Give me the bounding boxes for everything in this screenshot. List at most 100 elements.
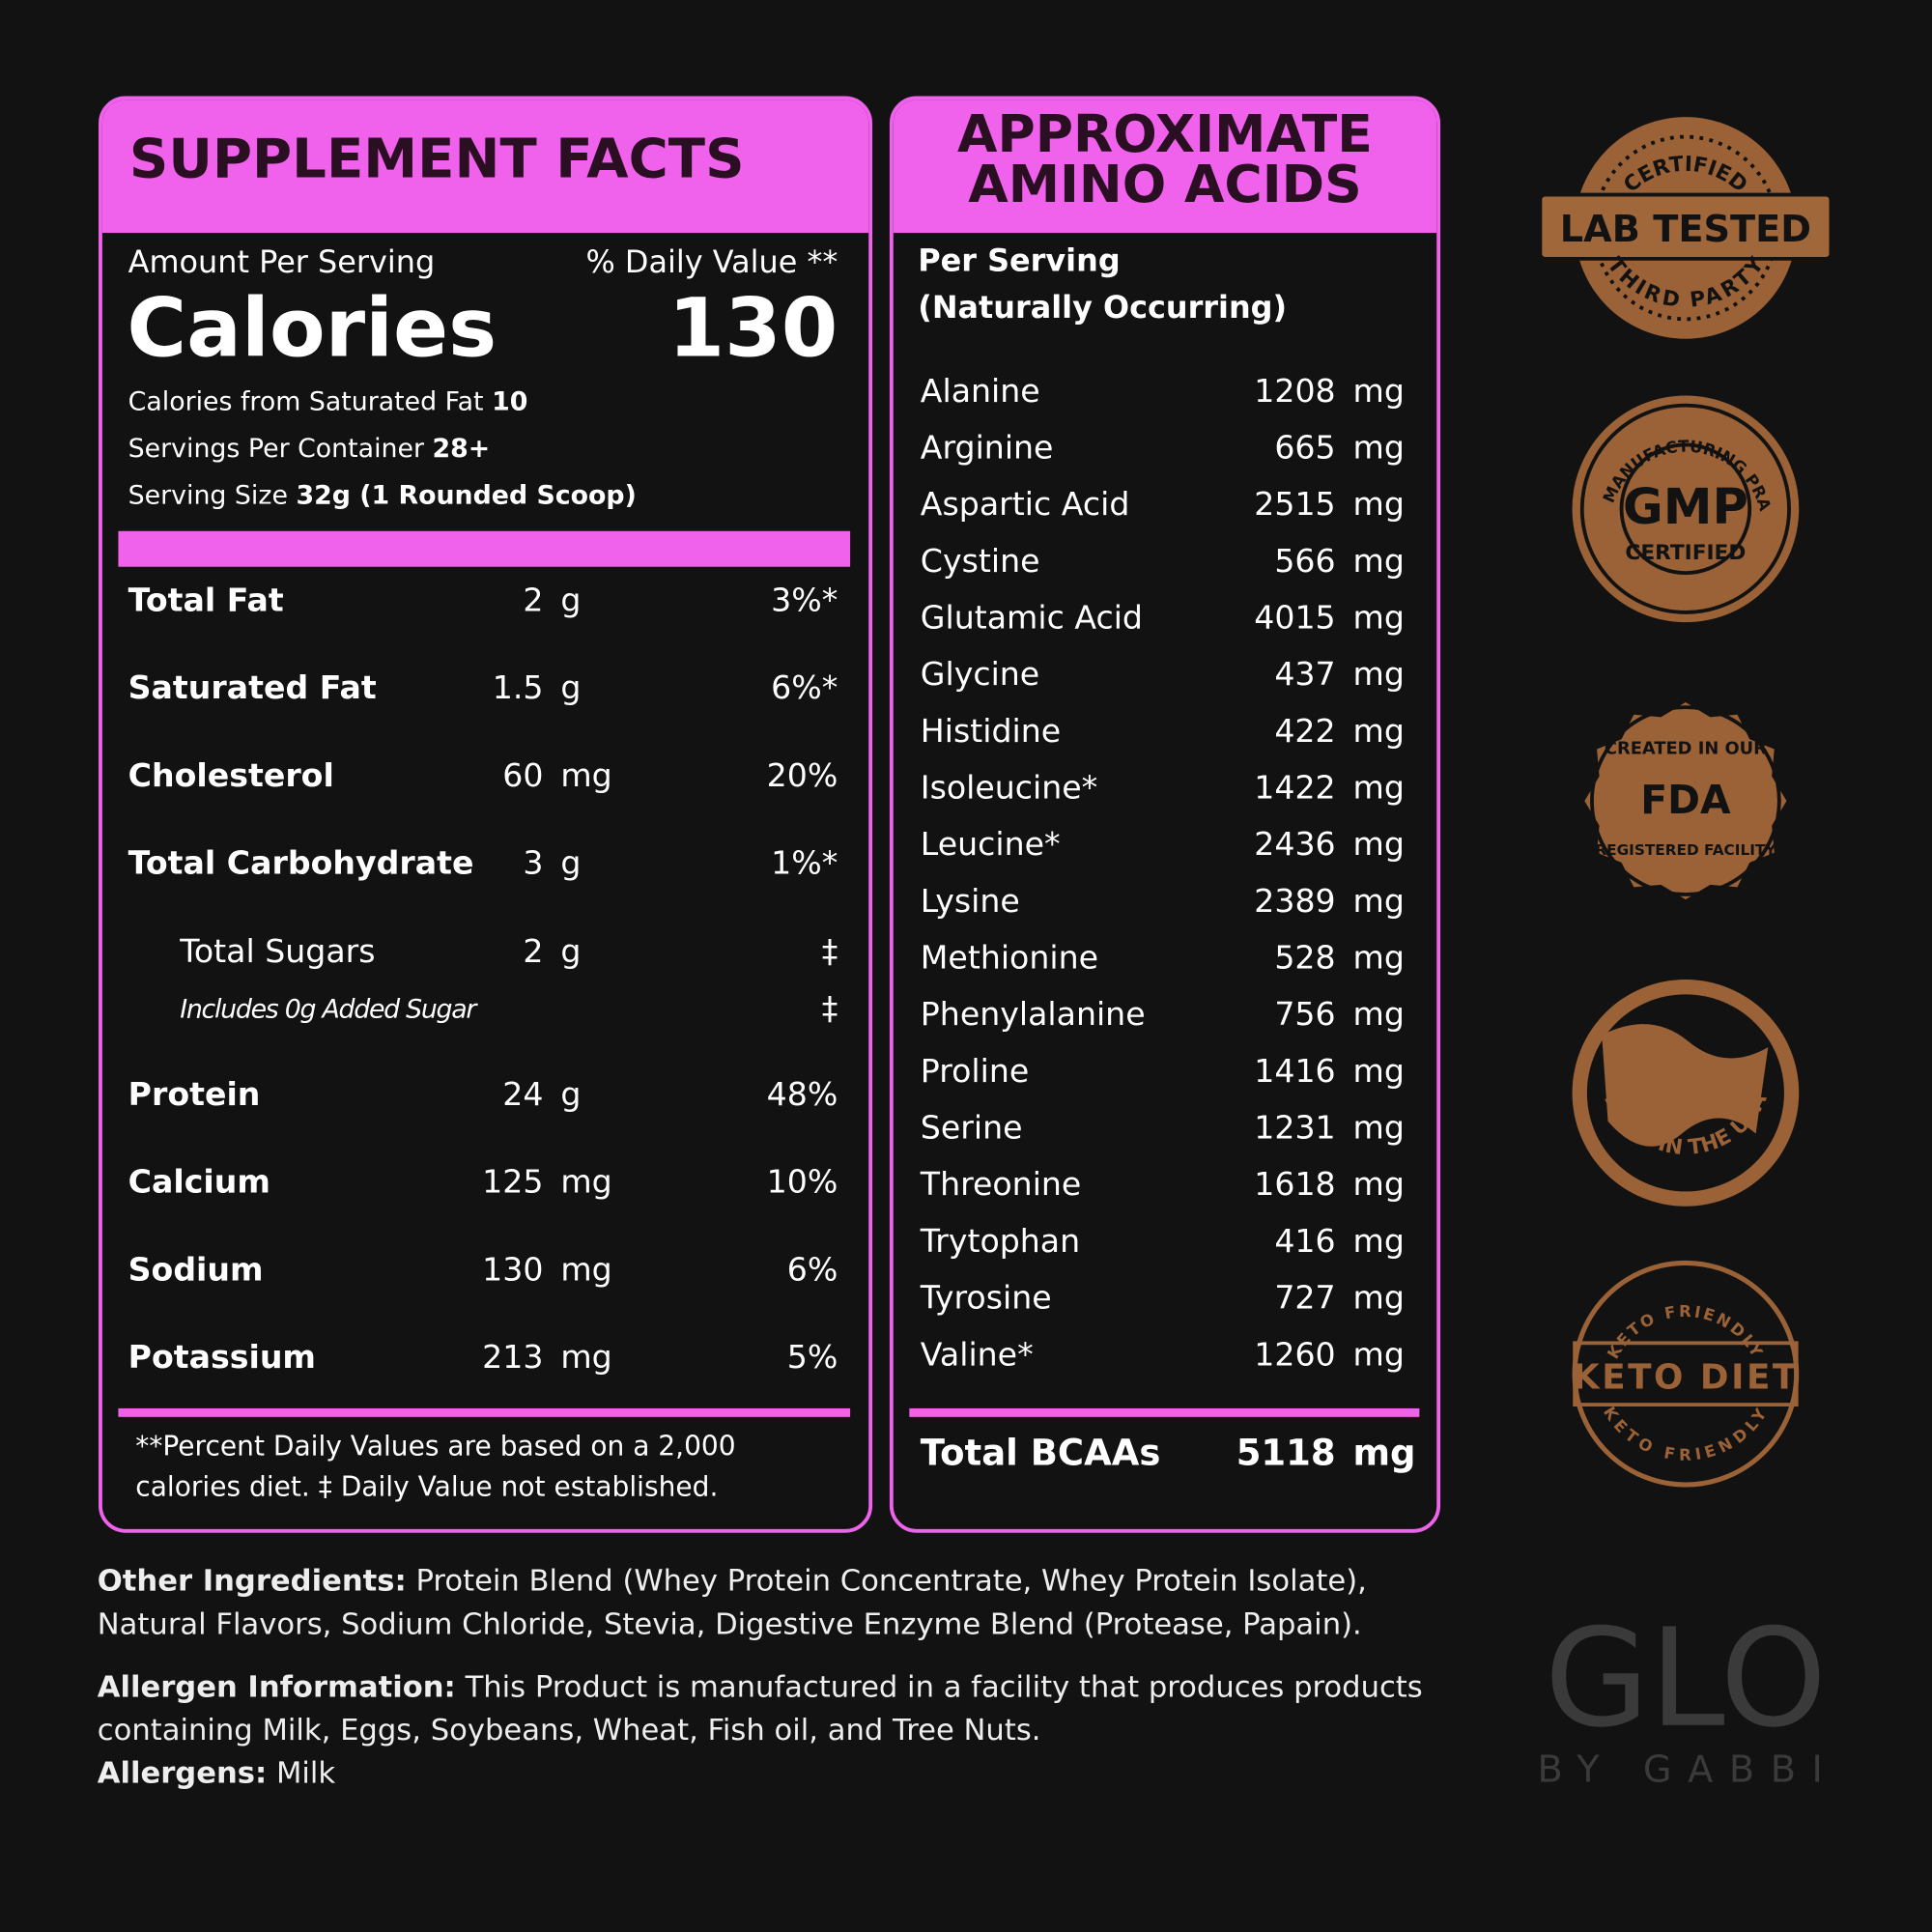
- acid-unit: mg: [1352, 940, 1405, 978]
- footnote: **Percent Daily Values are based on a 2,…: [135, 1432, 736, 1504]
- label: Allergen Information:: [97, 1669, 456, 1705]
- acid-name: Phenylalanine: [920, 996, 1146, 1035]
- acid-amount: 1260: [1254, 1336, 1336, 1375]
- badge-seal: [1584, 702, 1787, 900]
- panel-header: [893, 99, 1437, 234]
- acid-name: Methionine: [920, 940, 1099, 978]
- acid-unit: mg: [1352, 543, 1405, 581]
- amino-panel: [889, 96, 1441, 1533]
- acid-name: Alanine: [920, 373, 1040, 411]
- acid-amount: 528: [1274, 940, 1336, 978]
- acid-amount: 1618: [1254, 1166, 1336, 1205]
- nutrient-daily-value: 3%*: [771, 582, 838, 620]
- nutrient-name: Cholesterol: [128, 757, 334, 795]
- nutrient-unit: mg: [560, 1164, 612, 1202]
- nutrient-amount: 3: [523, 844, 544, 883]
- acid-name: Trytophan: [920, 1223, 1081, 1261]
- total-name: Total BCAAs: [920, 1432, 1161, 1474]
- acid-amount: 437: [1274, 656, 1336, 695]
- nutrient-unit: mg: [560, 1251, 612, 1290]
- nutrient-unit: g: [560, 933, 582, 972]
- acid-unit: mg: [1352, 1223, 1405, 1261]
- logo-name: GLO: [1545, 1601, 1827, 1758]
- acid-unit: mg: [1352, 1280, 1405, 1318]
- badge-lab-tested: LAB TESTED CERTIFIED THIRD PARTY: [1538, 117, 1833, 339]
- nutrient-daily-value: 5%: [786, 1339, 838, 1377]
- nutrient-name: Total Sugars: [180, 933, 376, 972]
- acid-amount: 665: [1274, 430, 1336, 468]
- allergen-information: Allergen Information: This Product is ma…: [98, 1665, 1453, 1795]
- acid-name: Glycine: [920, 656, 1040, 695]
- detail-row: Serving Size 32g (1 Rounded Scoop): [128, 480, 637, 510]
- acid-name: Aspartic Acid: [920, 486, 1130, 525]
- nutrient-unit: mg: [560, 757, 612, 795]
- acid-amount: 2515: [1254, 486, 1336, 525]
- logo-tagline: BY GABBI: [1537, 1747, 1838, 1791]
- divider-line: [909, 1407, 1420, 1417]
- acid-amount: 727: [1274, 1280, 1336, 1318]
- acid-name: Serine: [920, 1110, 1023, 1148]
- detail-label: Servings Per Container: [128, 433, 424, 464]
- acid-unit: mg: [1352, 656, 1405, 695]
- acid-unit: mg: [1352, 1336, 1405, 1375]
- acid-name: Isoleucine*: [920, 770, 1098, 808]
- calories-value: 130: [668, 280, 838, 377]
- badge-line: [1619, 442, 1752, 576]
- acid-amount: 2436: [1254, 826, 1336, 865]
- acid-amount: 1416: [1254, 1053, 1336, 1091]
- nutrient-amount: 1.5: [492, 669, 544, 708]
- nutrient-amount: 24: [502, 1076, 544, 1115]
- nutrient-daily-value: 20%: [766, 757, 838, 795]
- amino-title: APPROXIMATE AMINO ACIDS: [890, 108, 1440, 211]
- amount-per-serving: Amount Per Serving: [128, 243, 436, 280]
- total-amount: 5118: [1236, 1432, 1336, 1474]
- acid-unit: mg: [1352, 600, 1405, 638]
- badge-main: KETO DIET: [1573, 1357, 1799, 1397]
- nutrient-amount: 2: [523, 582, 544, 620]
- badge-fda: CREATED IN OUR FDA REGISTERED FACILITY: [1584, 702, 1787, 900]
- acid-amount: 756: [1274, 996, 1336, 1035]
- supplement-panel: [99, 96, 873, 1533]
- flag: [1602, 1024, 1769, 1147]
- text: Milk: [275, 1755, 336, 1791]
- label: Allergens:: [97, 1755, 268, 1791]
- acid-name: Cystine: [920, 543, 1040, 581]
- divider-bar: [118, 530, 851, 567]
- badge-ring: [1572, 395, 1800, 623]
- nutrient-unit: mg: [560, 1339, 612, 1377]
- detail-value: 32g (1 Rounded Scoop): [296, 480, 637, 511]
- acid-name: Tyrosine: [920, 1280, 1052, 1318]
- badge-main: FDA: [1640, 777, 1731, 823]
- nutrient-name: Protein: [128, 1076, 261, 1115]
- acid-amount: 566: [1274, 543, 1336, 581]
- acid-amount: 1231: [1254, 1110, 1336, 1148]
- acid-unit: mg: [1352, 996, 1405, 1035]
- acid-amount: 4015: [1254, 600, 1336, 638]
- nutrient-name: Saturated Fat: [128, 669, 377, 708]
- nutrient-daily-value: ‡: [821, 990, 838, 1028]
- acid-unit: mg: [1352, 486, 1405, 525]
- nutrient-unit: g: [560, 844, 582, 883]
- acid-unit: mg: [1352, 430, 1405, 468]
- acid-name: Leucine*: [920, 826, 1061, 865]
- nutrient-name: Total Carbohydrate: [128, 844, 474, 883]
- nutrient-name: Includes 0g Added Sugar: [180, 994, 476, 1024]
- acid-name: Histidine: [920, 713, 1062, 751]
- other-ingredients: Other Ingredients: Protein Blend (Whey P…: [98, 1560, 1453, 1646]
- acid-amount: 2389: [1254, 883, 1336, 921]
- nutrient-amount: 125: [482, 1164, 544, 1202]
- supplement-title: SUPPLEMENT FACTS: [128, 128, 745, 191]
- nutrient-daily-value: 10%: [766, 1164, 838, 1202]
- badge-main: GMP: [1623, 479, 1748, 536]
- nutrient-name: Calcium: [128, 1164, 270, 1202]
- badge-line: [1579, 403, 1791, 614]
- text: This Product is manufactured in a facili…: [97, 1669, 1423, 1747]
- nutrient-daily-value: ‡: [821, 933, 838, 972]
- nutrient-amount: 130: [482, 1251, 544, 1290]
- nutrient-amount: 2: [523, 933, 544, 972]
- panel-header: [101, 99, 869, 234]
- acid-name: Arginine: [920, 430, 1054, 468]
- nutrient-name: Sodium: [128, 1251, 264, 1290]
